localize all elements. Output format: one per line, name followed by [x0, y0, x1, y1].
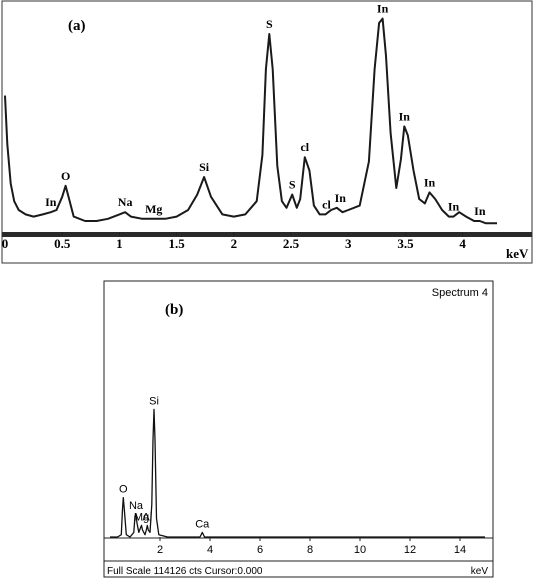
x-tick-label: 8 [307, 544, 313, 556]
spectrum-b-panel-label: (b) [165, 302, 183, 318]
x-tick-label: 2.5 [283, 236, 300, 251]
x-tick-label: 4 [459, 236, 466, 251]
spectrum-a-frame [1, 0, 533, 264]
spectrum-b-x-axis-label: keV [471, 566, 489, 577]
spectrum-b-panel: Spectrum 4 (b) Full Scale 114126 cts Cur… [103, 280, 494, 578]
x-tick-label: 6 [257, 544, 263, 556]
peak-label-in: In [399, 109, 411, 123]
spectrum-a-peak-labels: O In Na Mg Si S Scl cl In In In In In In [45, 2, 486, 218]
spectrum-b-line [110, 408, 485, 538]
spectrum-a-x-axis-label: keV [506, 246, 529, 261]
x-tick-label: 4 [207, 544, 213, 556]
spectrum-b-footer: Full Scale 114126 cts Cursor:0.000 [107, 566, 263, 577]
x-tick-label: 0.5 [54, 236, 71, 251]
peak-label-s: S [266, 17, 273, 31]
peak-label-in: In [474, 204, 486, 218]
peak-label-in: In [448, 200, 460, 214]
spectrum-a-line [4, 17, 497, 225]
peak-label-al: Al [142, 511, 152, 523]
spectrum-b-title: Spectrum 4 [432, 287, 488, 299]
peak-label-in: In [45, 195, 57, 209]
peak-label-cl: cl [322, 197, 331, 211]
x-tick-label: 0 [2, 236, 9, 251]
peak-label-s: S [289, 178, 296, 192]
x-tick-label: 2 [231, 236, 238, 251]
peak-label-in: In [377, 2, 389, 16]
peak-label-si: Si [199, 160, 210, 174]
spectrum-b-frame [103, 280, 494, 578]
peak-label-cl: cl [300, 140, 309, 154]
peak-label-o: O [119, 484, 128, 496]
peak-label-na: Na [129, 500, 144, 512]
spectrum-b-x-ticks: 2 4 6 8 10 12 14 [157, 537, 466, 556]
spectrum-a-panel-label: (a) [68, 18, 86, 34]
x-tick-label: 1 [116, 236, 123, 251]
peak-label-o: O [61, 169, 70, 183]
x-tick-label: 10 [354, 544, 366, 556]
peak-label-mg: Mg [145, 202, 162, 216]
peak-label-mg: Mg [134, 511, 149, 523]
spectrum-a-x-ticks: 0 0.5 1 1.5 2 2.5 3 3.5 4 [2, 232, 466, 251]
x-tick-label: 12 [404, 544, 416, 556]
peak-label-si: Si [149, 395, 159, 407]
peak-label-ca: Ca [195, 518, 210, 530]
peak-label-in: In [335, 191, 347, 205]
x-tick-label: 3 [345, 236, 352, 251]
peak-label-na: Na [118, 195, 133, 209]
x-tick-label: 1.5 [169, 236, 186, 251]
spectrum-a-panel: (a) keV 0 0.5 1 1.5 2 2.5 3 3.5 4 O In Na Mg Si S Scl c… [1, 0, 533, 264]
spectrum-a-axis-bar [2, 232, 532, 237]
x-tick-label: 2 [157, 544, 163, 556]
x-tick-label: 3.5 [397, 236, 414, 251]
x-tick-label: 14 [454, 544, 466, 556]
peak-label-in: In [424, 175, 436, 189]
